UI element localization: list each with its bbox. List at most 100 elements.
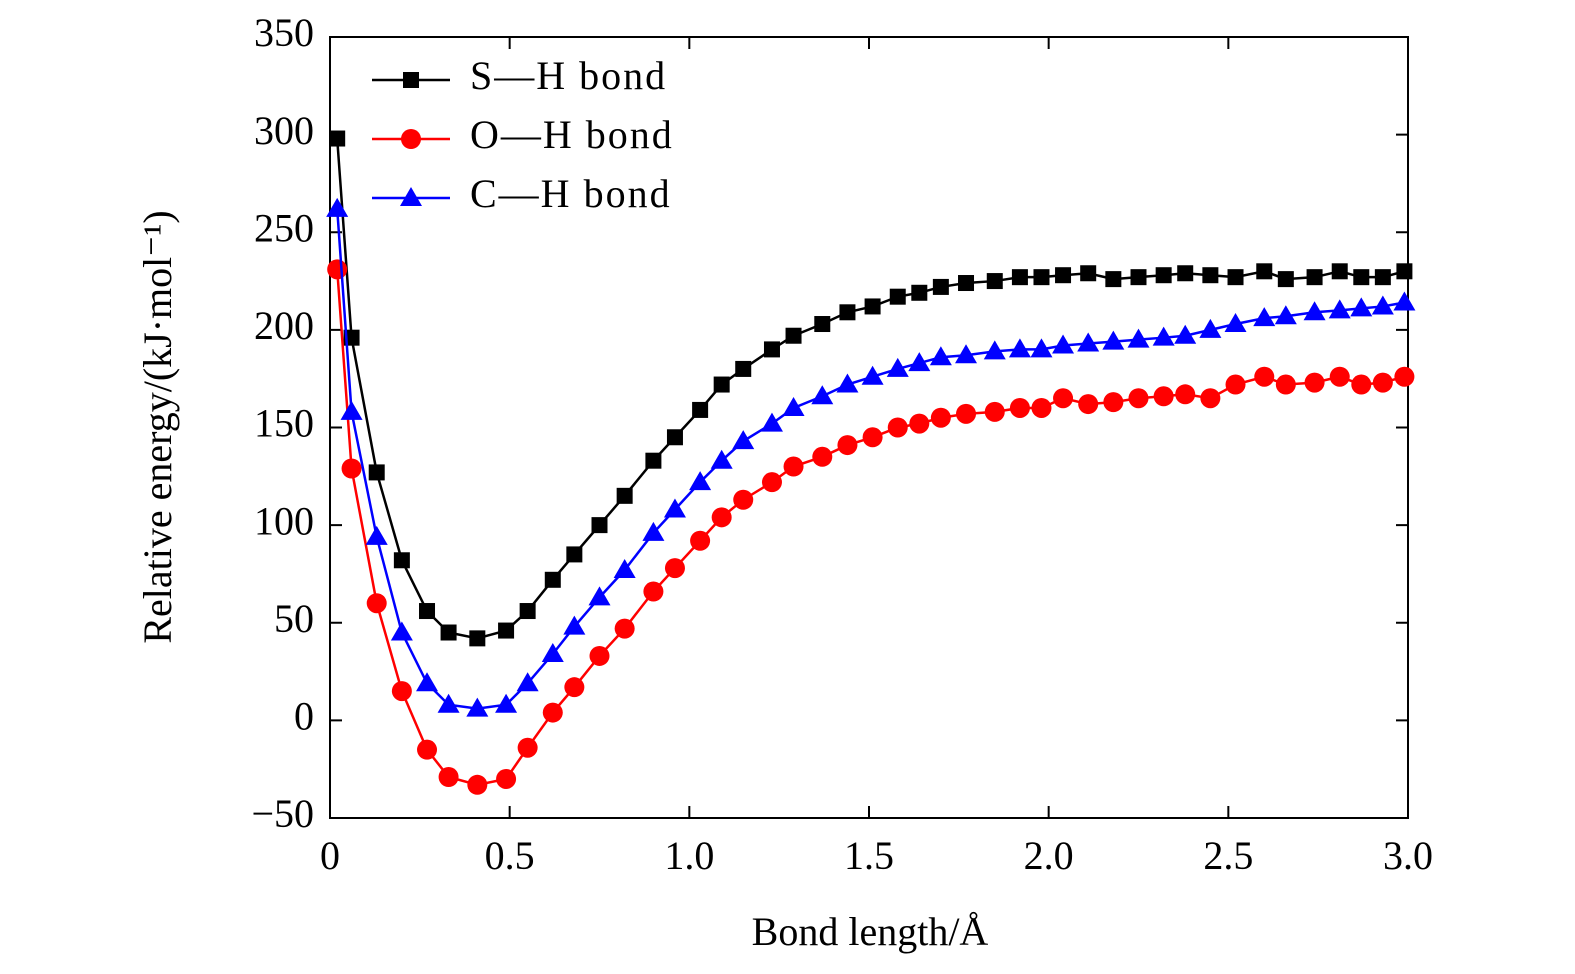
series-line xyxy=(335,269,1405,787)
marker xyxy=(1105,271,1122,288)
legend-label: C—H bond xyxy=(470,171,672,216)
marker xyxy=(664,558,685,579)
marker xyxy=(563,615,586,635)
legend-label: S—H bond xyxy=(470,53,667,98)
marker xyxy=(1393,291,1416,311)
marker xyxy=(1155,267,1172,284)
marker xyxy=(690,530,711,551)
marker xyxy=(862,427,883,448)
marker xyxy=(1011,269,1028,286)
marker xyxy=(836,373,859,393)
y-axis-label: Relative energy/(kJ·mol⁻¹) xyxy=(135,210,180,643)
y-tick-label: −50 xyxy=(251,791,314,836)
marker xyxy=(366,593,387,614)
y-tick-label: 350 xyxy=(254,10,314,55)
marker xyxy=(416,672,439,692)
y-tick-label: 0 xyxy=(294,694,314,739)
marker xyxy=(785,327,802,344)
marker xyxy=(692,401,709,418)
marker xyxy=(368,464,385,481)
x-tick-label: 1.0 xyxy=(664,833,714,878)
marker xyxy=(467,774,488,795)
legend-marker xyxy=(400,187,422,206)
marker xyxy=(735,360,752,377)
marker xyxy=(329,130,346,147)
marker xyxy=(1031,397,1052,418)
marker xyxy=(1329,366,1350,387)
marker xyxy=(566,546,583,563)
marker xyxy=(541,642,564,662)
marker xyxy=(1353,269,1370,286)
marker xyxy=(1328,299,1351,319)
marker xyxy=(1055,267,1072,284)
marker xyxy=(887,417,908,438)
marker xyxy=(861,365,884,385)
marker xyxy=(642,521,665,541)
marker xyxy=(812,446,833,467)
marker xyxy=(340,400,363,420)
y-tick-label: 300 xyxy=(254,108,314,153)
marker xyxy=(932,278,949,295)
marker xyxy=(1371,295,1394,315)
marker xyxy=(889,288,906,305)
marker xyxy=(544,571,561,588)
marker xyxy=(517,737,538,758)
y-tick-label: 50 xyxy=(274,596,314,641)
x-tick-label: 1.5 xyxy=(844,833,894,878)
marker xyxy=(909,413,930,434)
marker xyxy=(326,197,349,217)
marker xyxy=(1174,324,1197,344)
legend-marker xyxy=(403,72,419,88)
marker xyxy=(814,316,831,333)
marker xyxy=(1127,328,1150,348)
marker xyxy=(643,581,664,602)
marker xyxy=(1199,318,1222,338)
marker xyxy=(955,344,978,364)
marker xyxy=(886,357,909,377)
marker xyxy=(911,284,928,301)
marker xyxy=(589,645,610,666)
marker xyxy=(391,681,412,702)
marker xyxy=(616,487,633,504)
marker xyxy=(663,498,686,518)
marker xyxy=(613,559,636,579)
marker xyxy=(956,403,977,424)
marker xyxy=(1153,386,1174,407)
marker xyxy=(761,472,782,493)
marker xyxy=(365,525,388,545)
marker xyxy=(1080,265,1097,282)
marker xyxy=(1103,392,1124,413)
marker xyxy=(496,768,517,789)
marker xyxy=(1277,271,1294,288)
marker xyxy=(666,429,683,446)
marker xyxy=(710,449,733,469)
marker xyxy=(1128,388,1149,409)
marker xyxy=(689,471,712,491)
marker xyxy=(564,677,585,698)
marker xyxy=(495,693,518,713)
marker xyxy=(1078,394,1099,415)
x-tick-label: 2.0 xyxy=(1024,833,1074,878)
marker xyxy=(930,407,951,428)
marker xyxy=(1175,384,1196,405)
marker xyxy=(393,552,410,569)
marker xyxy=(1227,269,1244,286)
marker xyxy=(498,622,515,639)
marker xyxy=(1102,330,1125,350)
marker xyxy=(1008,338,1031,358)
marker xyxy=(327,259,348,280)
marker xyxy=(1152,326,1175,346)
marker xyxy=(1396,263,1413,280)
y-tick-label: 200 xyxy=(254,303,314,348)
marker xyxy=(519,603,536,620)
legend-label: O—H bond xyxy=(470,112,674,157)
legend-marker xyxy=(401,129,421,149)
marker xyxy=(588,586,611,606)
marker xyxy=(983,340,1006,360)
marker xyxy=(984,401,1005,422)
marker xyxy=(466,697,489,717)
marker xyxy=(1351,374,1372,395)
marker xyxy=(1350,297,1373,317)
y-tick-label: 250 xyxy=(254,205,314,250)
